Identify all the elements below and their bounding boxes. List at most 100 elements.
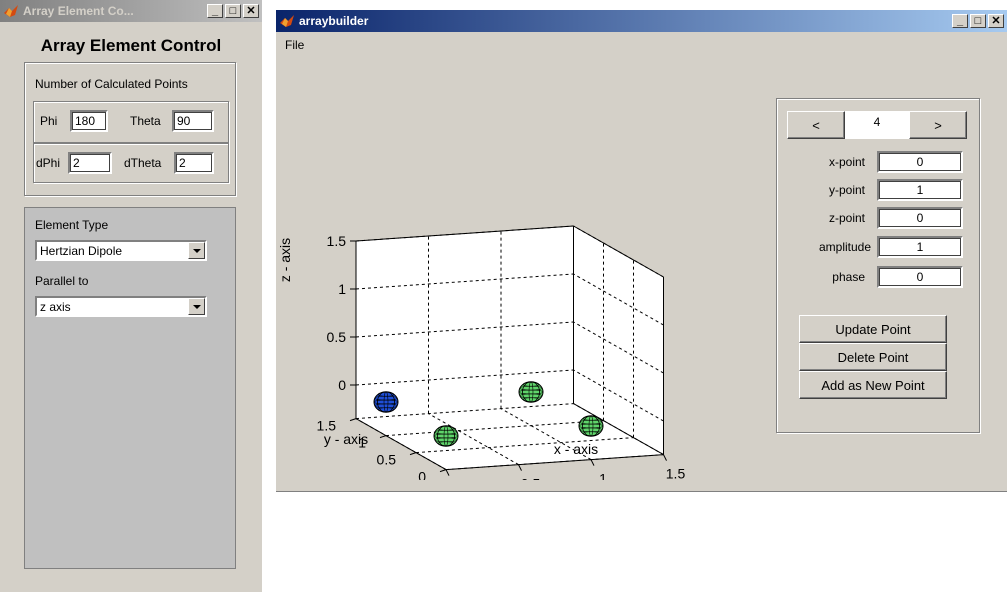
sphere-mesh (582, 431, 600, 436)
y-axis-line (355, 418, 447, 471)
point-editor-panel: < 4 > x-point 0 y-point 1 z-point 0 ampl… (776, 98, 980, 433)
element-type-value: Hertzian Dipole (40, 244, 123, 258)
sphere-mesh (437, 425, 455, 447)
grid-line (355, 273, 574, 290)
y-tick-label: 0 (418, 469, 426, 480)
x-tick (445, 469, 450, 476)
maximize-icon[interactable]: □ (225, 4, 241, 18)
control-heading: Array Element Control (40, 36, 222, 55)
control-window-title: Array Element Co... (23, 4, 134, 18)
calculated-points-panel: Number of Calculated Points Phi 180 Thet… (24, 62, 236, 196)
x-tick-label: 0.5 (521, 476, 541, 480)
prev-point-button[interactable]: < (787, 111, 845, 139)
sphere-mesh (522, 381, 540, 403)
y-point-label: y-point (828, 183, 865, 197)
dtheta-label: dTheta (124, 156, 162, 170)
dphi-dtheta-row: dPhi 2 dTheta 2 (33, 143, 229, 183)
chevron-down-icon[interactable] (188, 242, 205, 259)
close-icon[interactable]: ✕ (988, 14, 1004, 28)
theta-label: Theta (130, 114, 161, 128)
phi-input[interactable]: 180 (70, 110, 108, 132)
data-point[interactable] (578, 415, 604, 437)
calculated-points-label: Number of Calculated Points (35, 77, 188, 91)
element-type-panel: Element Type Hertzian Dipole Parallel to… (24, 207, 236, 569)
parallel-to-label: Parallel to (35, 274, 89, 288)
element-type-select[interactable]: Hertzian Dipole (35, 240, 207, 261)
x-tick-label: 1 (599, 471, 607, 480)
chevron-down-icon[interactable] (188, 298, 205, 315)
sphere-mesh (522, 397, 540, 402)
amplitude-input[interactable]: 1 (877, 236, 963, 258)
grid-line (355, 403, 574, 420)
builder-titlebar[interactable]: arraybuilder _ □ ✕ (276, 10, 1007, 32)
point-index: 4 (845, 111, 909, 139)
minimize-icon[interactable]: _ (207, 4, 223, 18)
side-pane (573, 226, 664, 455)
matlab-icon (280, 15, 294, 27)
dphi-label: dPhi (36, 156, 61, 170)
grid-line (355, 321, 574, 338)
phase-label: phase (832, 270, 865, 284)
update-point-button[interactable]: Update Point (799, 315, 947, 343)
x-tick (663, 454, 667, 461)
builder-window-title: arraybuilder (299, 14, 369, 28)
menu-file[interactable]: File (285, 38, 305, 52)
y-tick-label: 1.5 (317, 418, 337, 434)
sphere-mesh (377, 391, 395, 413)
y-axis-label: y - axis (324, 431, 368, 447)
box-edge (573, 225, 664, 278)
dtheta-input[interactable]: 2 (174, 152, 214, 174)
array-element-control-window: Array Element Co... _ □ ✕ Array Element … (0, 0, 262, 592)
phi-theta-row: Phi 180 Theta 90 (33, 101, 229, 143)
x-axis-line (445, 454, 664, 471)
phase-input[interactable]: 0 (877, 266, 963, 288)
y-tick (349, 418, 357, 422)
minimize-icon[interactable]: _ (952, 14, 968, 28)
data-point[interactable] (518, 381, 544, 403)
grid-line (385, 420, 604, 437)
delete-point-button[interactable]: Delete Point (799, 343, 947, 371)
z-tick-label: 0 (338, 377, 346, 393)
y-point-input[interactable]: 1 (877, 179, 963, 201)
back-pane (356, 226, 574, 419)
dphi-input[interactable]: 2 (68, 152, 112, 174)
sphere-mesh (437, 441, 455, 446)
z-axis-label: z - axis (277, 238, 293, 282)
control-titlebar[interactable]: Array Element Co... _ □ ✕ (0, 0, 262, 22)
box-edge (573, 403, 664, 456)
y-tick-label: 0.5 (377, 452, 397, 468)
x-tick (590, 459, 595, 466)
x-tick (518, 464, 522, 471)
y-tick-label: 1 (358, 435, 366, 451)
y-tick (379, 435, 387, 439)
theta-input[interactable]: 90 (172, 110, 214, 132)
grid-line (355, 369, 574, 386)
sphere-mesh (377, 407, 395, 412)
data-point[interactable] (433, 425, 459, 447)
add-new-point-button[interactable]: Add as New Point (799, 371, 947, 399)
grid-line (428, 413, 519, 466)
box-edge (355, 225, 574, 242)
element-type-label: Element Type (35, 218, 109, 232)
x-tick-label: 1.5 (666, 466, 686, 480)
x-point-input[interactable]: 0 (877, 151, 963, 173)
phi-label: Phi (40, 114, 58, 128)
parallel-to-select[interactable]: z axis (35, 296, 207, 317)
grid-line (415, 437, 634, 454)
data-point[interactable] (373, 391, 399, 413)
z-point-input[interactable]: 0 (877, 207, 963, 229)
amplitude-label: amplitude (818, 240, 871, 254)
x-axis-label: x - axis (554, 441, 598, 457)
z-tick-label: 1.5 (327, 233, 347, 249)
close-icon[interactable]: ✕ (243, 4, 259, 18)
grid-line (500, 408, 592, 461)
x-point-label: x-point (828, 155, 865, 169)
y-tick (409, 452, 417, 456)
next-point-button[interactable]: > (909, 111, 967, 139)
z-tick-label: 0.5 (327, 329, 347, 345)
arraybuilder-window: arraybuilder _ □ ✕ File 0 0.5 1 1.5 0 0.5 1 1.5… (276, 10, 1007, 492)
z-point-label: z-point (828, 211, 865, 225)
maximize-icon[interactable]: □ (970, 14, 986, 28)
grid-line (573, 369, 664, 422)
